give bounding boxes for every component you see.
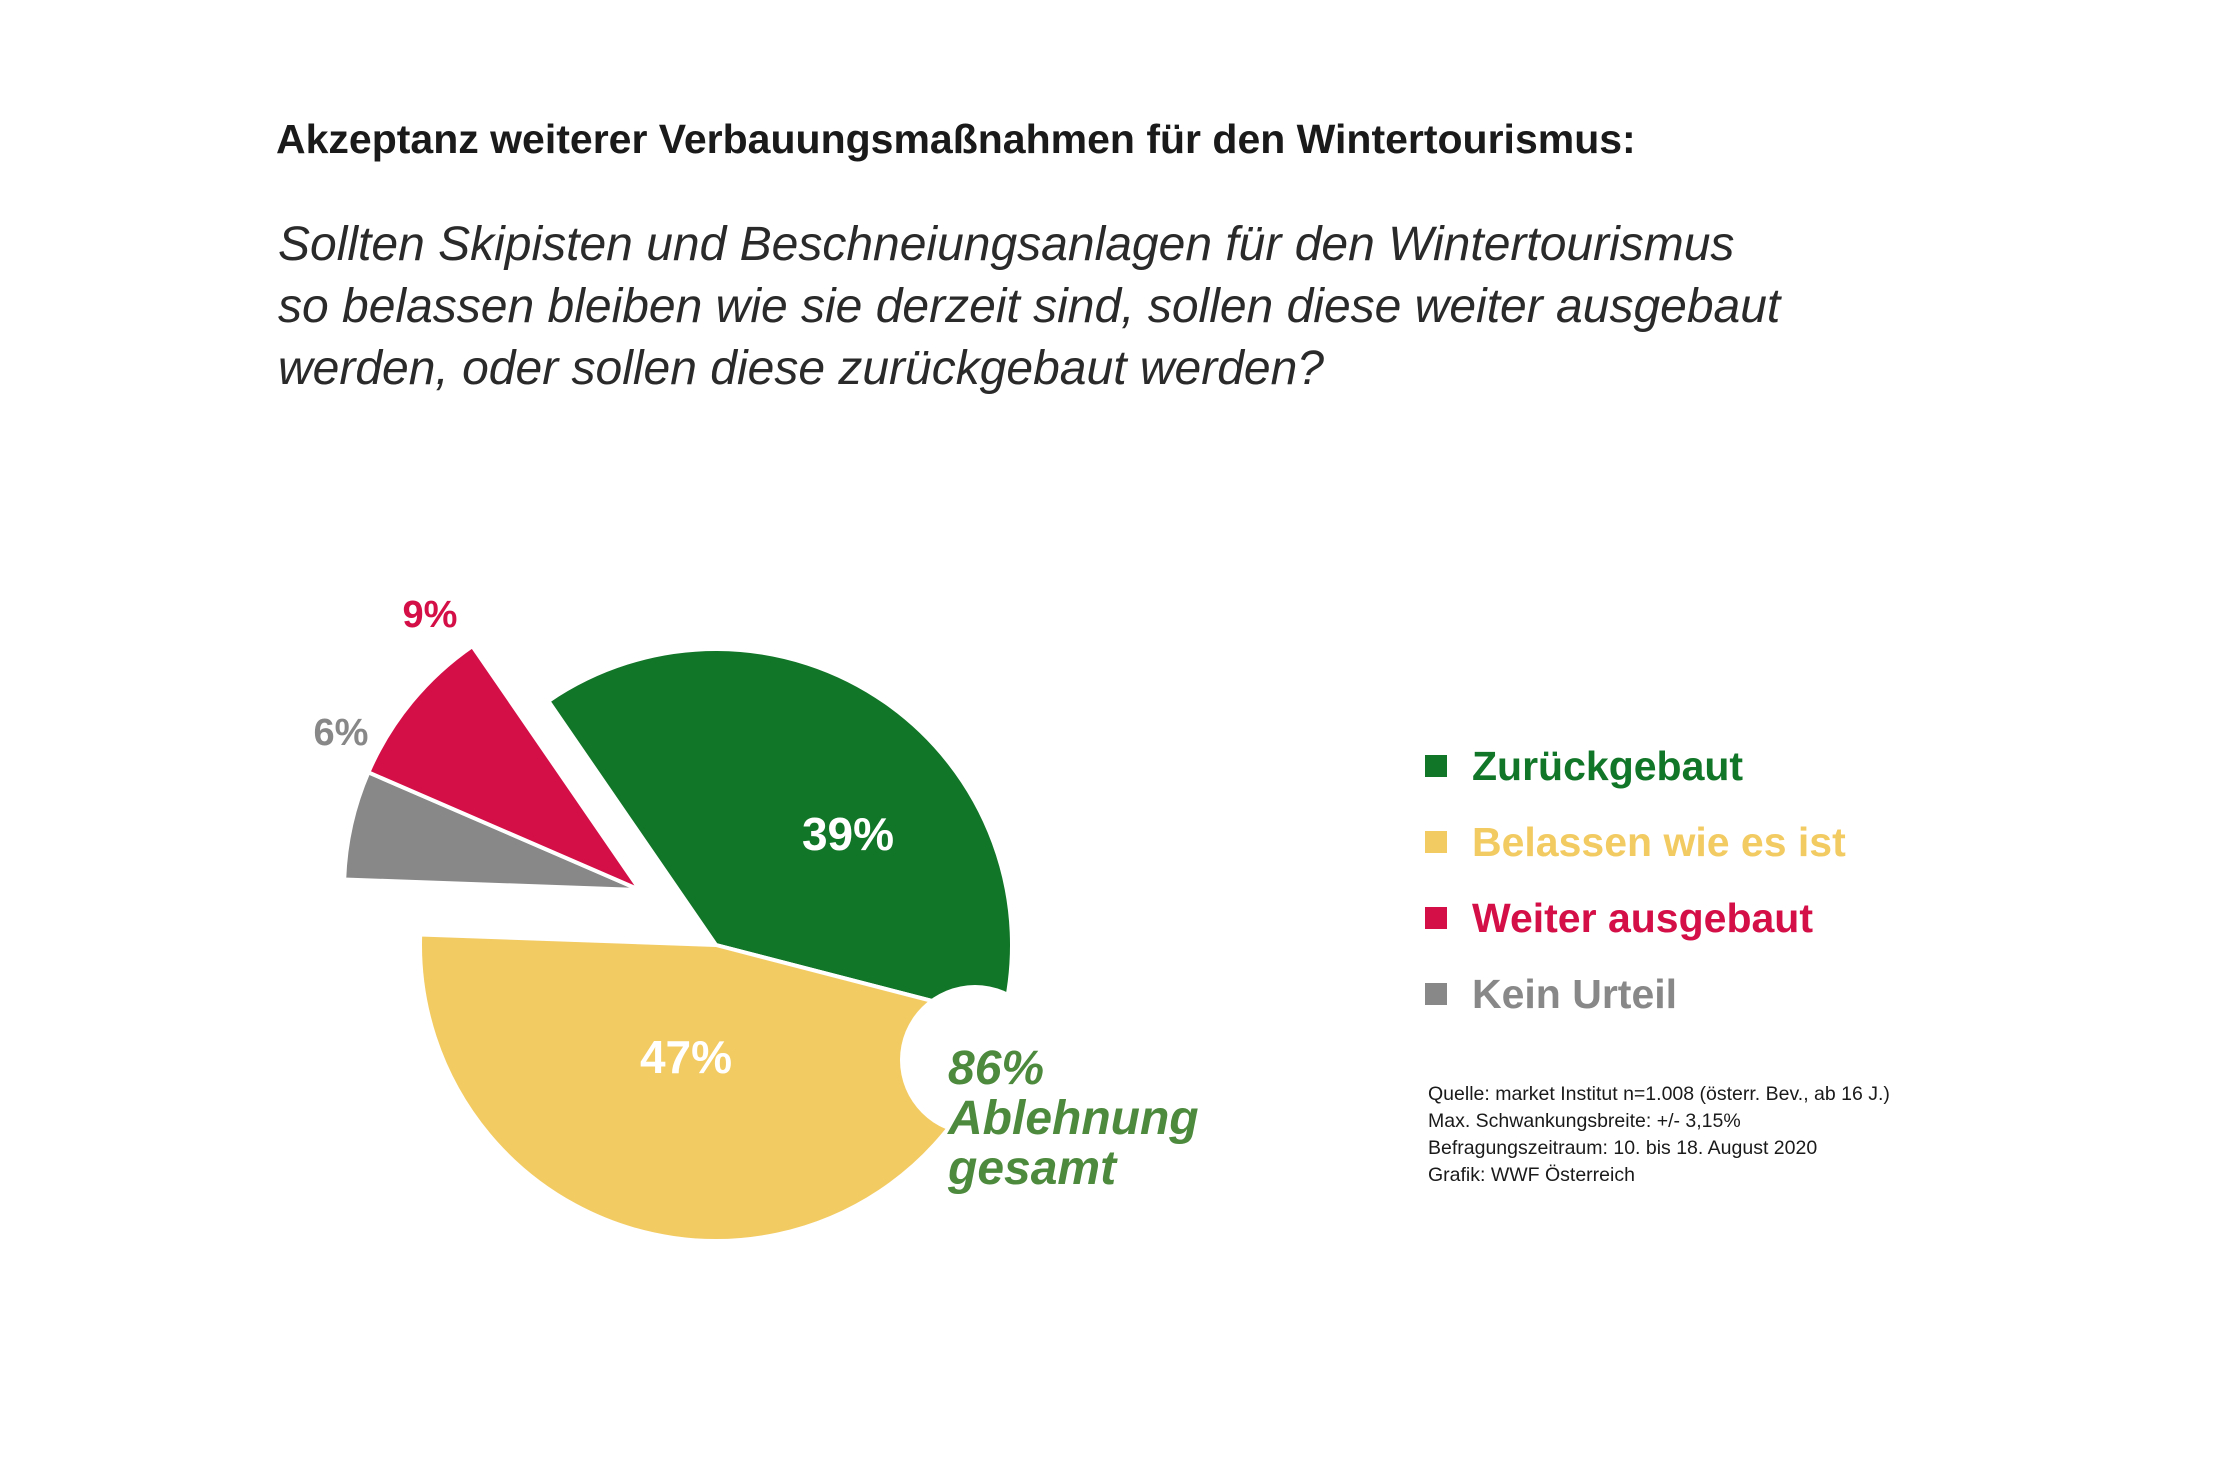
callout-line: 86%	[948, 1042, 1044, 1095]
question-line: Sollten Skipisten und Beschneiungsanlage…	[278, 218, 1735, 271]
source-line: Max. Schwankungsbreite: +/- 3,15%	[1428, 1110, 1741, 1132]
question-line: werden, oder sollen diese zurückgebaut w…	[278, 342, 1324, 395]
ablehnung-callout: 86% Ablehnung gesamt	[947, 1042, 1199, 1195]
callout-line: Ablehnung	[947, 1092, 1199, 1145]
legend-swatch	[1425, 907, 1447, 929]
pie-slice-belassen-wie-es-ist	[418, 932, 1005, 1243]
legend-item: Zurückgebaut	[1425, 728, 1846, 804]
legend-item: Belassen wie es ist	[1425, 804, 1846, 880]
slice-label: 39%	[802, 808, 894, 860]
legend-item: Weiter ausgebaut	[1425, 880, 1846, 956]
source-note: Quelle: market Institut n=1.008 (österr.…	[1428, 1081, 1890, 1189]
pie-slice-zurückgebaut	[546, 647, 1014, 1022]
slice-label: 9%	[403, 594, 458, 636]
chart-title: Akzeptanz weiterer Verbauungsmaßnahmen f…	[276, 116, 1636, 162]
legend-swatch	[1425, 831, 1447, 853]
slice-label: 6%	[314, 712, 369, 754]
survey-question: Sollten Skipisten und Beschneiungsanlage…	[278, 214, 1978, 400]
slice-label: 47%	[640, 1031, 732, 1083]
chart-legend: Zurückgebaut Belassen wie es ist Weiter …	[1425, 728, 1846, 1032]
legend-label: Kein Urteil	[1472, 970, 1678, 1017]
legend-label: Zurückgebaut	[1472, 742, 1744, 789]
legend-swatch	[1425, 755, 1447, 777]
legend-item: Kein Urteil	[1425, 956, 1846, 1032]
legend-swatch	[1425, 983, 1447, 1005]
callout-cutout	[900, 985, 1050, 1135]
legend-label: Belassen wie es ist	[1472, 818, 1846, 865]
source-line: Befragungszeitraum: 10. bis 18. August 2…	[1428, 1137, 1818, 1159]
source-line: Grafik: WWF Österreich	[1428, 1164, 1635, 1186]
callout-line: gesamt	[947, 1142, 1118, 1195]
source-line: Quelle: market Institut n=1.008 (österr.…	[1428, 1083, 1890, 1105]
question-line: so belassen bleiben wie sie derzeit sind…	[278, 280, 1781, 333]
pie-slice-weiter-ausgebaut	[366, 644, 642, 892]
legend-label: Weiter ausgebaut	[1472, 894, 1813, 941]
